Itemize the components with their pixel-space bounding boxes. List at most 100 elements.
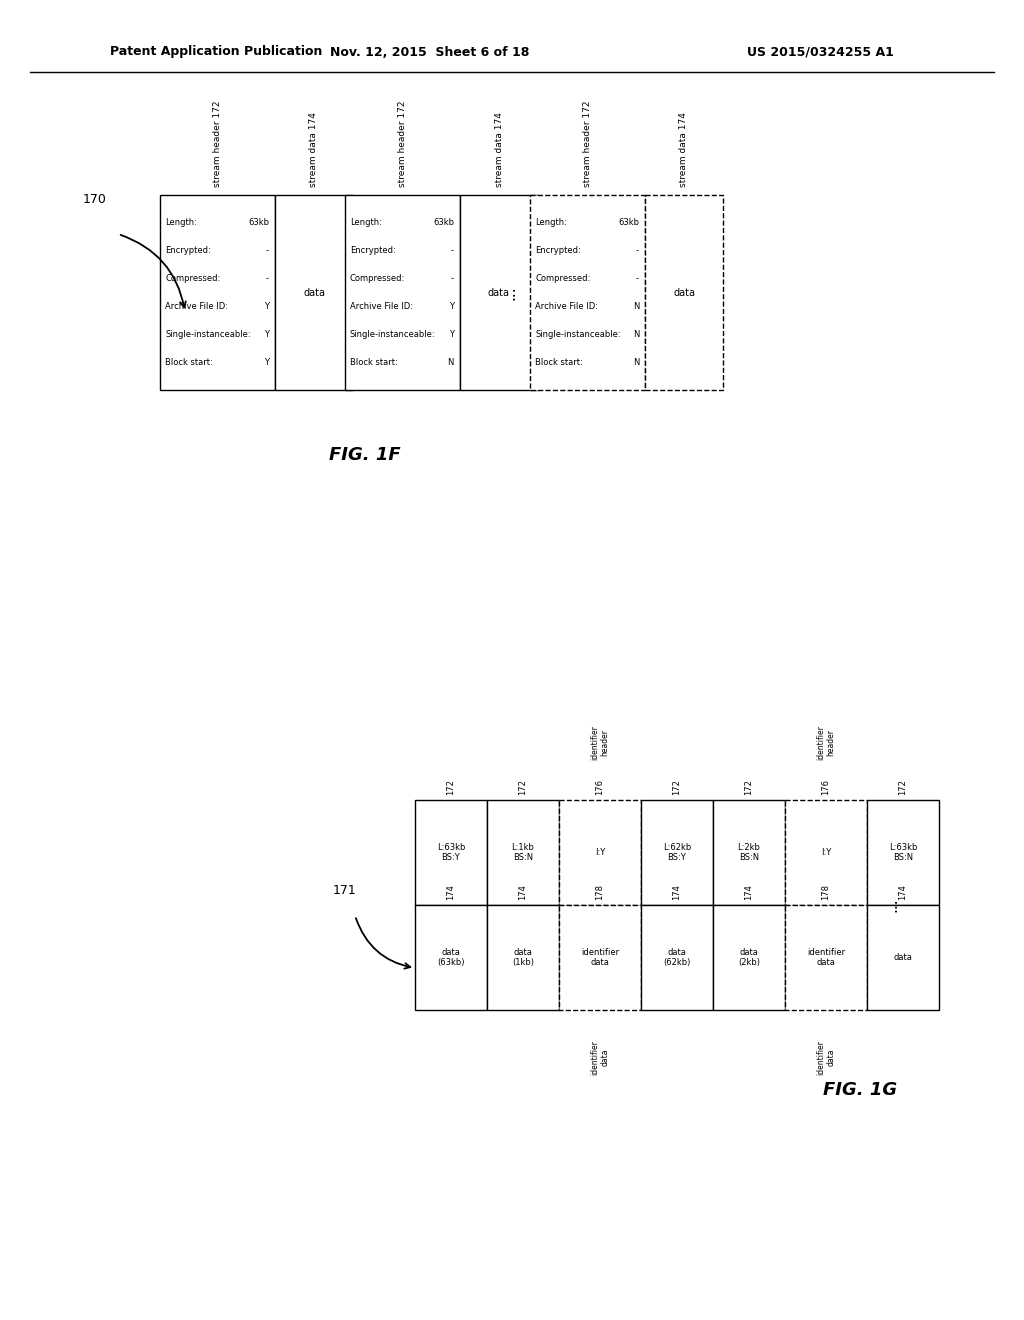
Text: identifier
data: identifier data [581, 948, 620, 968]
Bar [713, 800, 785, 906]
Text: N: N [633, 330, 639, 339]
Text: 63kb: 63kb [618, 218, 639, 227]
Text: 171: 171 [333, 883, 357, 896]
Text: N: N [633, 358, 639, 367]
Text: -: - [451, 247, 454, 255]
Text: 174: 174 [898, 884, 907, 900]
Text: -: - [266, 247, 269, 255]
Text: identifier
data: identifier data [807, 948, 845, 968]
Text: identifier
header: identifier header [816, 725, 836, 760]
Text: Single-instanceable:: Single-instanceable: [350, 330, 435, 339]
Text: identifier
data: identifier data [590, 1040, 609, 1074]
Text: data: data [303, 288, 325, 297]
Text: data
(62kb): data (62kb) [664, 948, 690, 968]
Text: 172: 172 [518, 779, 527, 795]
Text: stream data 174: stream data 174 [309, 112, 318, 187]
Text: stream header 172: stream header 172 [398, 100, 407, 187]
Text: Nov. 12, 2015  Sheet 6 of 18: Nov. 12, 2015 Sheet 6 of 18 [331, 45, 529, 58]
Text: stream data 174: stream data 174 [680, 112, 688, 187]
Text: Single-instanceable:: Single-instanceable: [165, 330, 251, 339]
Text: Single-instanceable:: Single-instanceable: [535, 330, 621, 339]
Text: Compressed:: Compressed: [165, 275, 220, 282]
Text: -: - [451, 275, 454, 282]
Text: L:63kb
BS:Y: L:63kb BS:Y [437, 842, 465, 862]
Text: Compressed:: Compressed: [535, 275, 590, 282]
Text: Y: Y [449, 302, 454, 312]
Text: I:Y: I:Y [821, 847, 831, 857]
Text: ...: ... [503, 285, 517, 300]
Text: 174: 174 [446, 884, 456, 900]
Text: Y: Y [264, 358, 269, 367]
Text: data
(2kb): data (2kb) [738, 948, 760, 968]
Text: Block start:: Block start: [165, 358, 213, 367]
Text: L:2kb
BS:N: L:2kb BS:N [737, 842, 761, 862]
Text: US 2015/0324255 A1: US 2015/0324255 A1 [746, 45, 893, 58]
Text: stream header 172: stream header 172 [213, 100, 222, 187]
Text: L:62kb
BS:Y: L:62kb BS:Y [663, 842, 691, 862]
Bar [487, 800, 559, 906]
Bar [160, 195, 275, 389]
Text: Length:: Length: [535, 218, 567, 227]
Text: -: - [266, 275, 269, 282]
Bar [275, 195, 353, 389]
Text: N: N [447, 358, 454, 367]
Text: Y: Y [264, 302, 269, 312]
Text: 172: 172 [673, 779, 682, 795]
Bar [345, 195, 460, 389]
Text: Encrypted:: Encrypted: [165, 247, 211, 255]
Text: data: data [673, 288, 695, 297]
Text: 174: 174 [744, 884, 754, 900]
Text: 178: 178 [596, 884, 604, 900]
Bar [713, 906, 785, 1010]
Text: identifier
data: identifier data [816, 1040, 836, 1074]
Bar [487, 906, 559, 1010]
Text: Y: Y [449, 330, 454, 339]
Bar [530, 195, 645, 389]
Bar [867, 800, 939, 906]
Text: 176: 176 [821, 779, 830, 795]
Text: Y: Y [264, 330, 269, 339]
Text: Encrypted:: Encrypted: [350, 247, 395, 255]
Text: L:63kb
BS:N: L:63kb BS:N [889, 842, 918, 862]
Bar [867, 906, 939, 1010]
Text: data: data [894, 953, 912, 962]
Bar [645, 195, 723, 389]
Bar [415, 800, 487, 906]
Text: Archive File ID:: Archive File ID: [535, 302, 598, 312]
Bar [415, 906, 487, 1010]
Text: Length:: Length: [165, 218, 197, 227]
Text: stream data 174: stream data 174 [495, 112, 504, 187]
Text: Patent Application Publication: Patent Application Publication [110, 45, 323, 58]
Text: FIG. 1F: FIG. 1F [329, 446, 400, 465]
Text: 176: 176 [596, 779, 604, 795]
Bar [460, 195, 538, 389]
Text: Block start:: Block start: [350, 358, 397, 367]
Bar [559, 800, 641, 906]
Text: stream header 172: stream header 172 [583, 100, 592, 187]
Text: Length:: Length: [350, 218, 382, 227]
Text: -: - [636, 247, 639, 255]
Text: identifier
header: identifier header [590, 725, 609, 760]
Text: I:Y: I:Y [595, 847, 605, 857]
Text: data
(63kb): data (63kb) [437, 948, 465, 968]
Text: L:1kb
BS:N: L:1kb BS:N [512, 842, 535, 862]
Text: N: N [633, 302, 639, 312]
Text: 172: 172 [898, 779, 907, 795]
Text: 172: 172 [446, 779, 456, 795]
Text: Compressed:: Compressed: [350, 275, 406, 282]
Text: 174: 174 [518, 884, 527, 900]
Text: Block start:: Block start: [535, 358, 583, 367]
Text: 174: 174 [673, 884, 682, 900]
Text: FIG. 1G: FIG. 1G [823, 1081, 897, 1100]
Bar [641, 906, 713, 1010]
Text: Archive File ID:: Archive File ID: [350, 302, 413, 312]
Text: Encrypted:: Encrypted: [535, 247, 581, 255]
Bar [785, 800, 867, 906]
Text: data
(1kb): data (1kb) [512, 948, 534, 968]
Text: 172: 172 [744, 779, 754, 795]
Text: Archive File ID:: Archive File ID: [165, 302, 228, 312]
Bar [641, 800, 713, 906]
Text: ...: ... [885, 898, 899, 912]
Text: 178: 178 [821, 884, 830, 900]
Bar [559, 906, 641, 1010]
